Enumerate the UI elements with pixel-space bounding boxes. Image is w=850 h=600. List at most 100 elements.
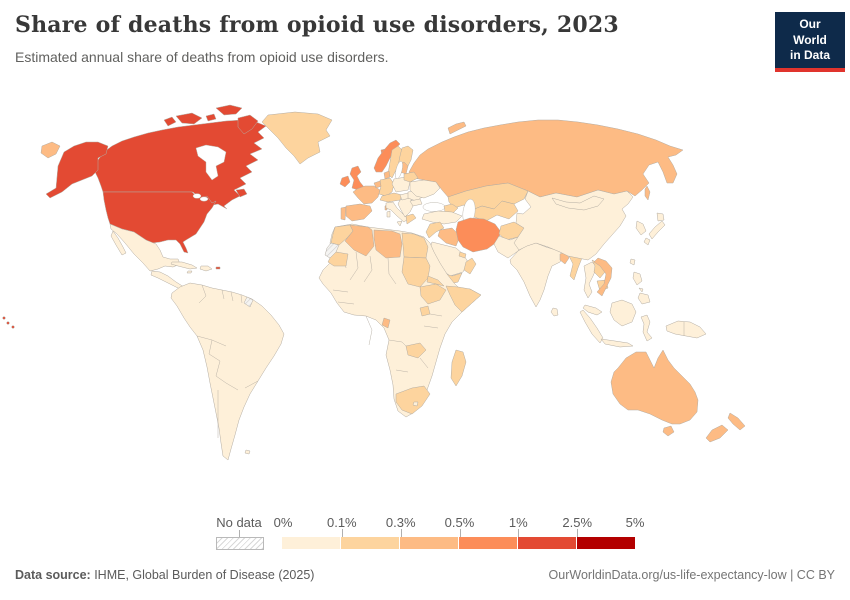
country-belarus[interactable] xyxy=(403,171,419,183)
country-egypt[interactable] xyxy=(401,232,429,259)
country-zambia[interactable] xyxy=(405,342,427,359)
region-south-america[interactable] xyxy=(170,282,285,461)
country-canada-victoria-island[interactable] xyxy=(175,112,203,125)
legend-bin-5[interactable] xyxy=(577,537,635,549)
owid-logo-line2: in Data xyxy=(789,48,830,63)
country-spain[interactable] xyxy=(345,203,373,222)
country-uganda[interactable] xyxy=(419,305,431,317)
country-portugal[interactable] xyxy=(340,206,347,221)
country-ukraine[interactable] xyxy=(409,179,441,199)
country-australia-tasmania[interactable] xyxy=(662,425,675,437)
country-germany[interactable] xyxy=(378,177,395,197)
country-sudan[interactable] xyxy=(401,256,431,288)
legend-bin-3[interactable] xyxy=(459,537,517,549)
territory-puerto-rico[interactable] xyxy=(215,266,221,270)
country-sri-lanka[interactable] xyxy=(550,307,559,317)
country-italy-sicily[interactable] xyxy=(396,220,403,227)
country-canada-arctic-islet[interactable] xyxy=(205,113,217,122)
country-philippines-luzon[interactable] xyxy=(632,271,643,286)
country-mongolia[interactable] xyxy=(551,195,605,211)
territory-falkland-islands[interactable] xyxy=(244,449,251,455)
country-denmark[interactable] xyxy=(383,170,391,180)
country-iraq[interactable] xyxy=(437,227,461,247)
legend-bin-1[interactable] xyxy=(341,537,399,549)
country-oman[interactable] xyxy=(463,257,477,275)
country-philippines-mindanao[interactable] xyxy=(637,292,651,305)
country-australia[interactable] xyxy=(610,349,699,425)
country-madagascar[interactable] xyxy=(450,349,467,387)
country-japan-hokkaido[interactable] xyxy=(656,212,665,222)
country-india[interactable] xyxy=(509,242,565,308)
island-new-guinea[interactable] xyxy=(665,320,707,339)
country-italy[interactable] xyxy=(385,201,409,223)
country-japan-kyushu[interactable] xyxy=(643,237,651,246)
country-canada-newfoundland[interactable] xyxy=(235,188,248,198)
country-uk[interactable] xyxy=(349,165,365,191)
legend-tick-label-4: 1% xyxy=(508,515,528,530)
country-japan-honshu[interactable] xyxy=(648,220,666,240)
country-vietnam[interactable] xyxy=(593,257,613,297)
country-indonesia-java[interactable] xyxy=(600,338,634,348)
data-source-label: Data source: xyxy=(15,568,91,582)
country-iran[interactable] xyxy=(455,217,502,253)
country-cuba[interactable] xyxy=(170,261,198,270)
region-korea[interactable] xyxy=(635,220,647,236)
country-hispaniola[interactable] xyxy=(199,265,213,272)
country-jamaica[interactable] xyxy=(186,270,193,274)
country-lesotho[interactable] xyxy=(412,401,419,407)
legend-tick-label-1: 0.1% xyxy=(326,515,357,530)
country-taiwan[interactable] xyxy=(629,258,636,266)
country-eritrea[interactable] xyxy=(426,275,445,287)
country-mexico-baja[interactable] xyxy=(110,230,127,256)
country-usa-alaska[interactable] xyxy=(45,141,109,199)
country-china[interactable] xyxy=(513,189,634,261)
page-title: Share of deaths from opioid use disorder… xyxy=(15,12,619,38)
country-canada-banks-island[interactable] xyxy=(163,116,177,127)
legend-tick-label-0: 0% xyxy=(273,515,293,530)
country-algeria[interactable] xyxy=(344,224,375,257)
country-greenland[interactable] xyxy=(261,111,333,165)
territory-french-guiana[interactable] xyxy=(243,296,254,308)
region-levant[interactable] xyxy=(425,221,445,239)
country-indonesia-sulawesi[interactable] xyxy=(640,314,653,342)
owid-logo[interactable]: Our World in Data xyxy=(775,12,845,72)
country-canada-ellesmere-island[interactable] xyxy=(215,104,243,116)
legend-no-data-tick xyxy=(239,530,240,537)
country-ethiopia[interactable] xyxy=(419,283,447,305)
region-gulf-states[interactable] xyxy=(458,251,467,259)
country-philippines-visayas[interactable] xyxy=(638,287,644,293)
country-indonesia-borneo[interactable] xyxy=(609,299,637,327)
country-new-zealand-north[interactable] xyxy=(727,412,746,431)
country-russia-novaya-zemlya[interactable] xyxy=(447,121,467,135)
country-ireland[interactable] xyxy=(339,175,351,188)
legend-bin-0[interactable] xyxy=(282,537,340,549)
country-usa-hawaii[interactable] xyxy=(11,325,15,329)
country-new-zealand-south[interactable] xyxy=(705,424,729,443)
legend-bin-4[interactable] xyxy=(518,537,576,549)
country-usa-hawaii[interactable] xyxy=(2,316,6,320)
country-russia-chukotka[interactable] xyxy=(40,141,61,159)
country-indonesia-sumatra[interactable] xyxy=(579,309,604,344)
country-south-africa[interactable] xyxy=(395,385,431,415)
country-gabon[interactable] xyxy=(381,317,391,329)
legend-tick xyxy=(400,529,402,537)
legend-no-data-swatch[interactable] xyxy=(216,537,264,550)
country-italy-sardinia[interactable] xyxy=(386,210,391,218)
legend-bin-2[interactable] xyxy=(400,537,458,549)
country-somalia[interactable] xyxy=(445,285,482,313)
footer-link[interactable]: OurWorldinData.org/us-life-expectancy-lo… xyxy=(548,568,835,582)
world-choropleth-map xyxy=(2,104,746,461)
country-usa-hawaii[interactable] xyxy=(6,321,10,325)
country-russia-sakhalin[interactable] xyxy=(644,185,651,201)
country-turkey[interactable] xyxy=(421,210,463,225)
country-canada-baffin-island[interactable] xyxy=(237,114,259,135)
country-libya[interactable] xyxy=(373,229,403,259)
country-mauritania[interactable] xyxy=(327,251,349,267)
sea-great-lakes xyxy=(199,196,209,202)
country-france[interactable] xyxy=(352,185,381,205)
country-bulgaria[interactable] xyxy=(409,198,423,207)
data-source-text: IHME, Global Burden of Disease (2025) xyxy=(90,568,315,582)
country-greece[interactable] xyxy=(405,213,417,225)
country-malaysia[interactable] xyxy=(582,304,603,316)
legend-tick xyxy=(459,529,461,537)
